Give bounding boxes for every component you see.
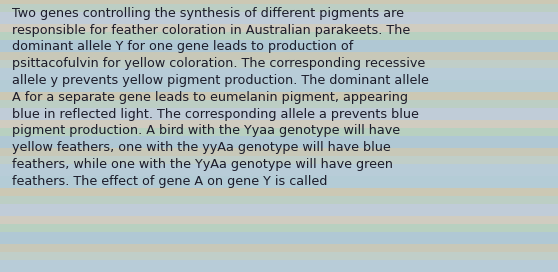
Bar [0,96,558,100]
Bar [0,188,558,192]
Bar [0,0,558,4]
Bar [0,152,558,156]
Bar [0,56,558,60]
Bar [0,172,558,176]
Bar [0,248,558,252]
Bar [0,100,558,104]
Bar [0,148,558,152]
Bar [0,140,558,144]
Bar [0,32,558,36]
Bar [0,212,558,216]
Bar [0,144,558,148]
Bar [0,60,558,64]
Bar [0,88,558,92]
Bar [0,120,558,124]
Bar [0,4,558,8]
Bar [0,72,558,76]
Bar [0,92,558,96]
Bar [0,36,558,40]
Bar [0,176,558,180]
Bar [0,28,558,32]
Bar [0,224,558,228]
Text: Two genes controlling the synthesis of different pigments are
responsible for fe: Two genes controlling the synthesis of d… [12,7,429,188]
Bar [0,156,558,160]
Bar [0,116,558,120]
Bar [0,48,558,52]
Bar [0,192,558,196]
Bar [0,204,558,208]
Bar [0,68,558,72]
Bar [0,128,558,132]
Bar [0,84,558,88]
Bar [0,136,558,140]
Bar [0,200,558,204]
Bar [0,124,558,128]
Bar [0,168,558,172]
Bar [0,236,558,240]
Bar [0,132,558,136]
Bar [0,180,558,184]
Bar [0,44,558,48]
Bar [0,232,558,236]
Bar [0,80,558,84]
Bar [0,240,558,244]
Bar [0,216,558,220]
Bar [0,40,558,44]
Bar [0,244,558,248]
Bar [0,12,558,16]
Bar [0,220,558,224]
Bar [0,64,558,68]
Bar [0,16,558,20]
Bar [0,196,558,200]
Bar [0,256,558,260]
Bar [0,52,558,56]
Bar [0,112,558,116]
Bar [0,160,558,164]
Bar [0,8,558,12]
Bar [0,260,558,264]
Bar [0,108,558,112]
Bar [0,208,558,212]
Bar [0,104,558,108]
Bar [0,252,558,256]
Bar [0,264,558,268]
Bar [0,228,558,232]
Bar [0,24,558,28]
Bar [0,76,558,80]
Bar [0,268,558,272]
Bar [0,184,558,188]
Bar [0,164,558,168]
Bar [0,20,558,24]
